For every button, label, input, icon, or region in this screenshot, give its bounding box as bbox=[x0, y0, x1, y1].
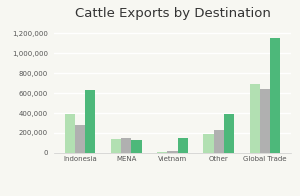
Bar bbox=[65, 114, 75, 153]
Bar bbox=[131, 140, 142, 153]
Bar bbox=[75, 125, 85, 153]
Bar bbox=[167, 151, 178, 153]
Bar bbox=[178, 138, 188, 153]
Bar bbox=[270, 38, 280, 153]
Bar bbox=[214, 131, 224, 153]
Bar bbox=[85, 90, 95, 153]
Bar bbox=[157, 152, 167, 153]
Bar bbox=[111, 139, 121, 153]
Bar bbox=[260, 89, 270, 153]
Bar bbox=[203, 134, 214, 153]
Title: Cattle Exports by Destination: Cattle Exports by Destination bbox=[75, 7, 270, 20]
Bar bbox=[250, 84, 260, 153]
Bar bbox=[224, 114, 234, 153]
Bar bbox=[121, 138, 131, 153]
